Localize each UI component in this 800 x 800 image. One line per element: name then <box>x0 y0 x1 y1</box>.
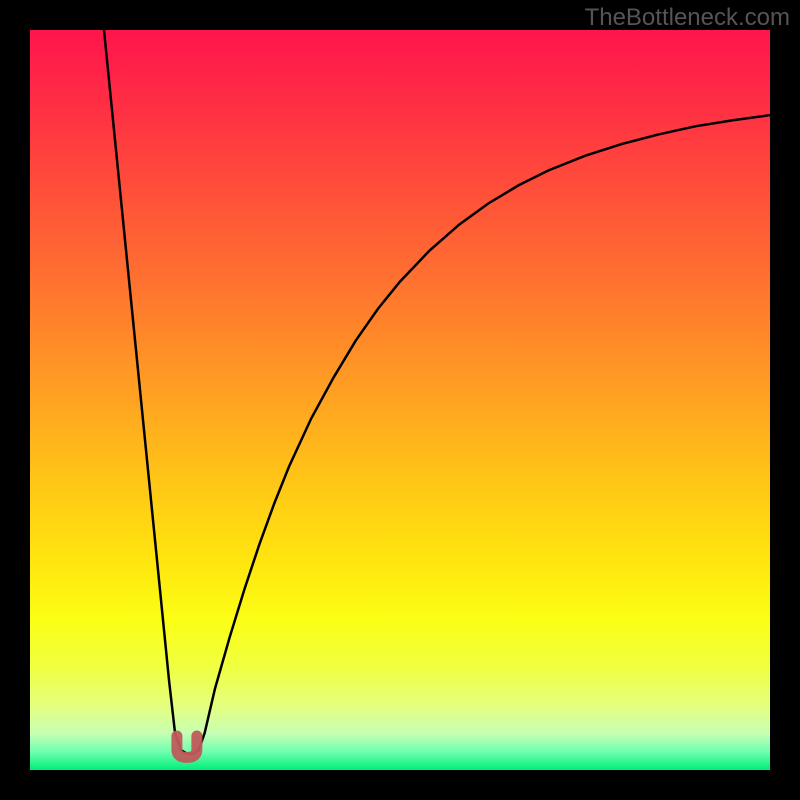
chart-container: TheBottleneck.com <box>0 0 800 800</box>
bottleneck-chart <box>0 0 800 800</box>
